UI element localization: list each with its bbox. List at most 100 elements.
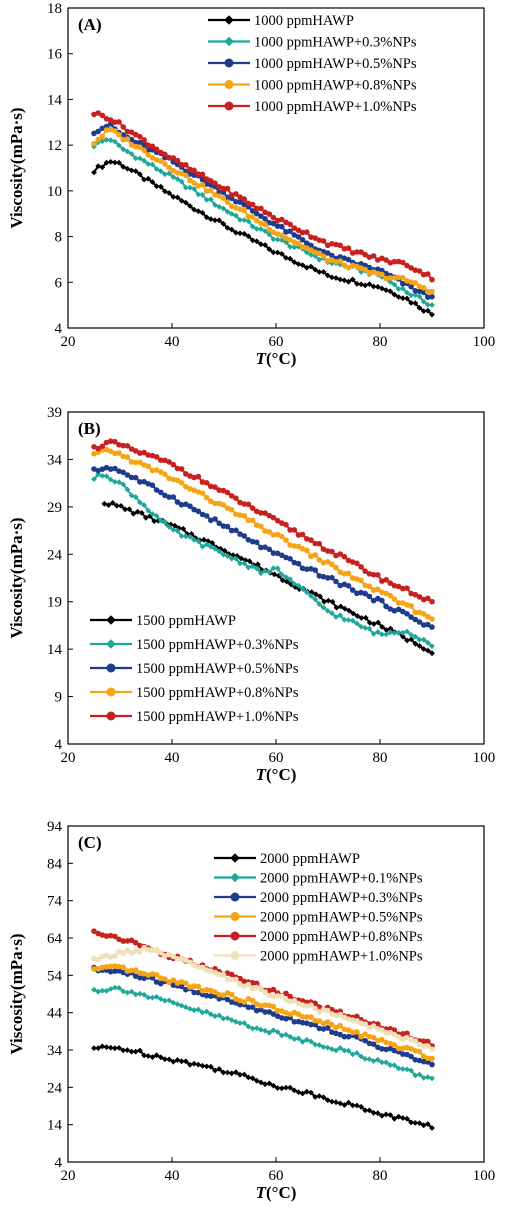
data-point xyxy=(379,1059,385,1066)
data-point xyxy=(199,543,206,550)
data-point xyxy=(412,616,419,623)
legend-label: 1000 ppmHAWP xyxy=(254,13,354,29)
series-3 xyxy=(91,964,435,1068)
data-point xyxy=(304,229,310,235)
data-point xyxy=(404,289,410,296)
x-tick-label: 60 xyxy=(269,1168,284,1184)
data-point xyxy=(287,255,293,262)
data-point xyxy=(424,307,431,314)
data-point xyxy=(400,274,406,281)
legend-label: 2000 ppmHAWP+0.1%NPs xyxy=(260,871,423,887)
data-point xyxy=(391,582,398,589)
data-point xyxy=(395,606,402,613)
data-point xyxy=(91,444,97,450)
data-point xyxy=(320,1094,327,1101)
data-point xyxy=(416,305,423,311)
data-point xyxy=(420,1043,427,1050)
data-point xyxy=(425,288,431,295)
data-point xyxy=(212,500,218,507)
data-point xyxy=(112,984,118,991)
data-point xyxy=(303,1088,310,1095)
data-point xyxy=(112,465,118,472)
data-point xyxy=(404,1115,410,1122)
data-point xyxy=(237,1020,243,1026)
data-point xyxy=(341,571,348,577)
data-point xyxy=(99,964,106,971)
data-point xyxy=(387,288,394,295)
data-point xyxy=(91,476,97,482)
data-point xyxy=(395,258,402,265)
data-point xyxy=(370,1023,377,1029)
x-axis-label: T(°C) xyxy=(256,1183,297,1202)
data-point xyxy=(174,528,181,534)
data-point xyxy=(408,603,414,609)
data-point xyxy=(145,507,152,514)
data-point xyxy=(162,188,168,195)
data-point xyxy=(166,979,172,986)
data-point xyxy=(203,513,210,519)
data-point xyxy=(354,1029,360,1035)
data-point xyxy=(237,1001,243,1008)
data-point xyxy=(313,591,319,598)
data-point xyxy=(274,517,281,524)
data-point xyxy=(387,275,394,281)
data-point xyxy=(149,452,156,459)
legend-label: 2000 ppmHAWP+0.5%NPs xyxy=(260,910,423,926)
data-point xyxy=(149,511,156,517)
legend-label: 1000 ppmHAWP+0.5%NPs xyxy=(254,56,417,72)
data-point xyxy=(387,279,394,285)
data-point xyxy=(291,527,298,533)
data-point xyxy=(103,473,110,479)
y-tick-label: 14 xyxy=(47,1118,63,1134)
data-point xyxy=(120,950,126,957)
data-point xyxy=(366,1107,373,1114)
data-point xyxy=(245,981,252,988)
data-point xyxy=(279,577,286,584)
data-point xyxy=(258,523,264,530)
data-point xyxy=(233,555,239,562)
data-point xyxy=(170,1058,177,1065)
data-point xyxy=(141,176,147,183)
data-point xyxy=(216,971,222,978)
data-point xyxy=(253,1007,260,1014)
data-point xyxy=(312,1005,319,1012)
data-point xyxy=(162,161,168,167)
data-point xyxy=(132,474,139,481)
data-point xyxy=(237,531,243,537)
data-point xyxy=(349,262,356,269)
data-point xyxy=(391,275,398,281)
data-point xyxy=(354,620,360,627)
data-point xyxy=(383,1029,389,1036)
data-point xyxy=(249,223,256,230)
data-point xyxy=(429,624,435,630)
data-point xyxy=(270,220,277,227)
data-point xyxy=(116,963,122,970)
data-point xyxy=(420,636,427,643)
data-point xyxy=(270,236,277,243)
y-tick-label: 24 xyxy=(47,547,63,563)
data-point xyxy=(233,495,239,502)
data-point xyxy=(237,997,243,1004)
legend-marker xyxy=(230,892,240,902)
data-point xyxy=(191,962,197,968)
data-point xyxy=(316,1018,323,1024)
data-point xyxy=(274,565,281,572)
data-point xyxy=(379,631,385,638)
data-point xyxy=(412,1038,419,1044)
data-point xyxy=(303,589,310,595)
data-point xyxy=(120,442,126,449)
y-tick-label: 4 xyxy=(55,1155,63,1171)
data-point xyxy=(329,561,335,568)
data-point xyxy=(333,241,339,248)
data-point xyxy=(278,251,285,257)
data-point xyxy=(337,603,344,610)
data-point xyxy=(259,567,265,573)
data-point xyxy=(124,989,131,996)
data-point xyxy=(295,1089,302,1095)
data-point xyxy=(228,507,235,513)
data-point xyxy=(103,159,110,166)
data-point xyxy=(212,180,218,186)
data-point xyxy=(395,630,402,636)
data-point xyxy=(253,238,260,245)
data-point xyxy=(137,948,143,955)
